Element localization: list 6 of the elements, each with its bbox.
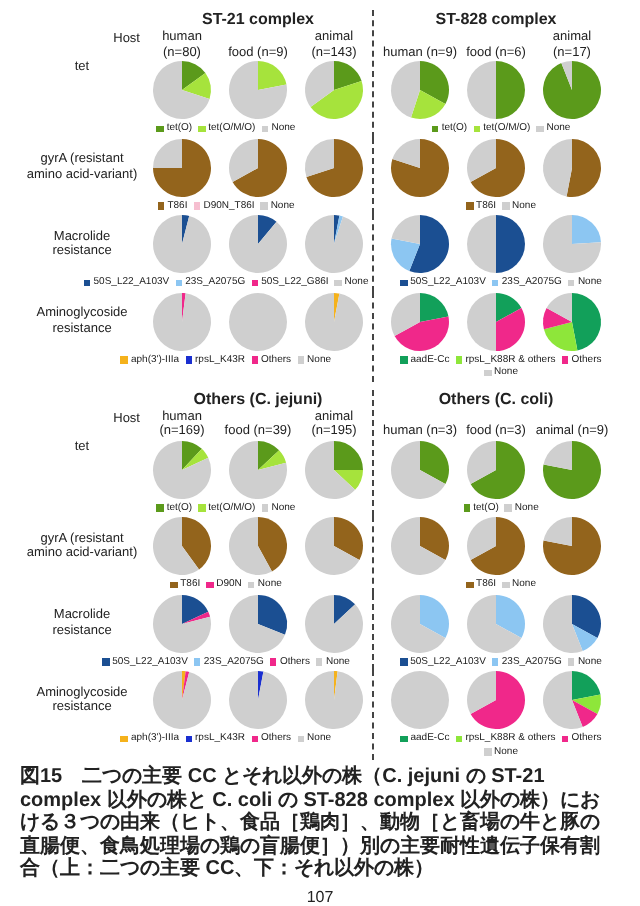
- chart-title: ST-828 complex: [433, 10, 559, 30]
- chart-title: Others (C. jejuni): [191, 389, 323, 408]
- caption: 図15 二つの主要 CC とそれ以外の株（C. jejuni の ST-21 complex 以外の株と C. coli の ST-828 complex 以外の株）における３つの由来（ヒト、食品［鶏肉］、動物［と畜場の牛と豚の直腸便、食鳥処理場の鶏の盲腸便］）別の主要耐性遺伝子保有割合（上：二つの主要 CC、下：それ以外の株）: [20, 766, 603, 881]
- chart-title: Others (C. coli): [436, 389, 556, 411]
- text: 107: [304, 887, 336, 905]
- chart-title: ST-21 complex: [201, 10, 315, 32]
